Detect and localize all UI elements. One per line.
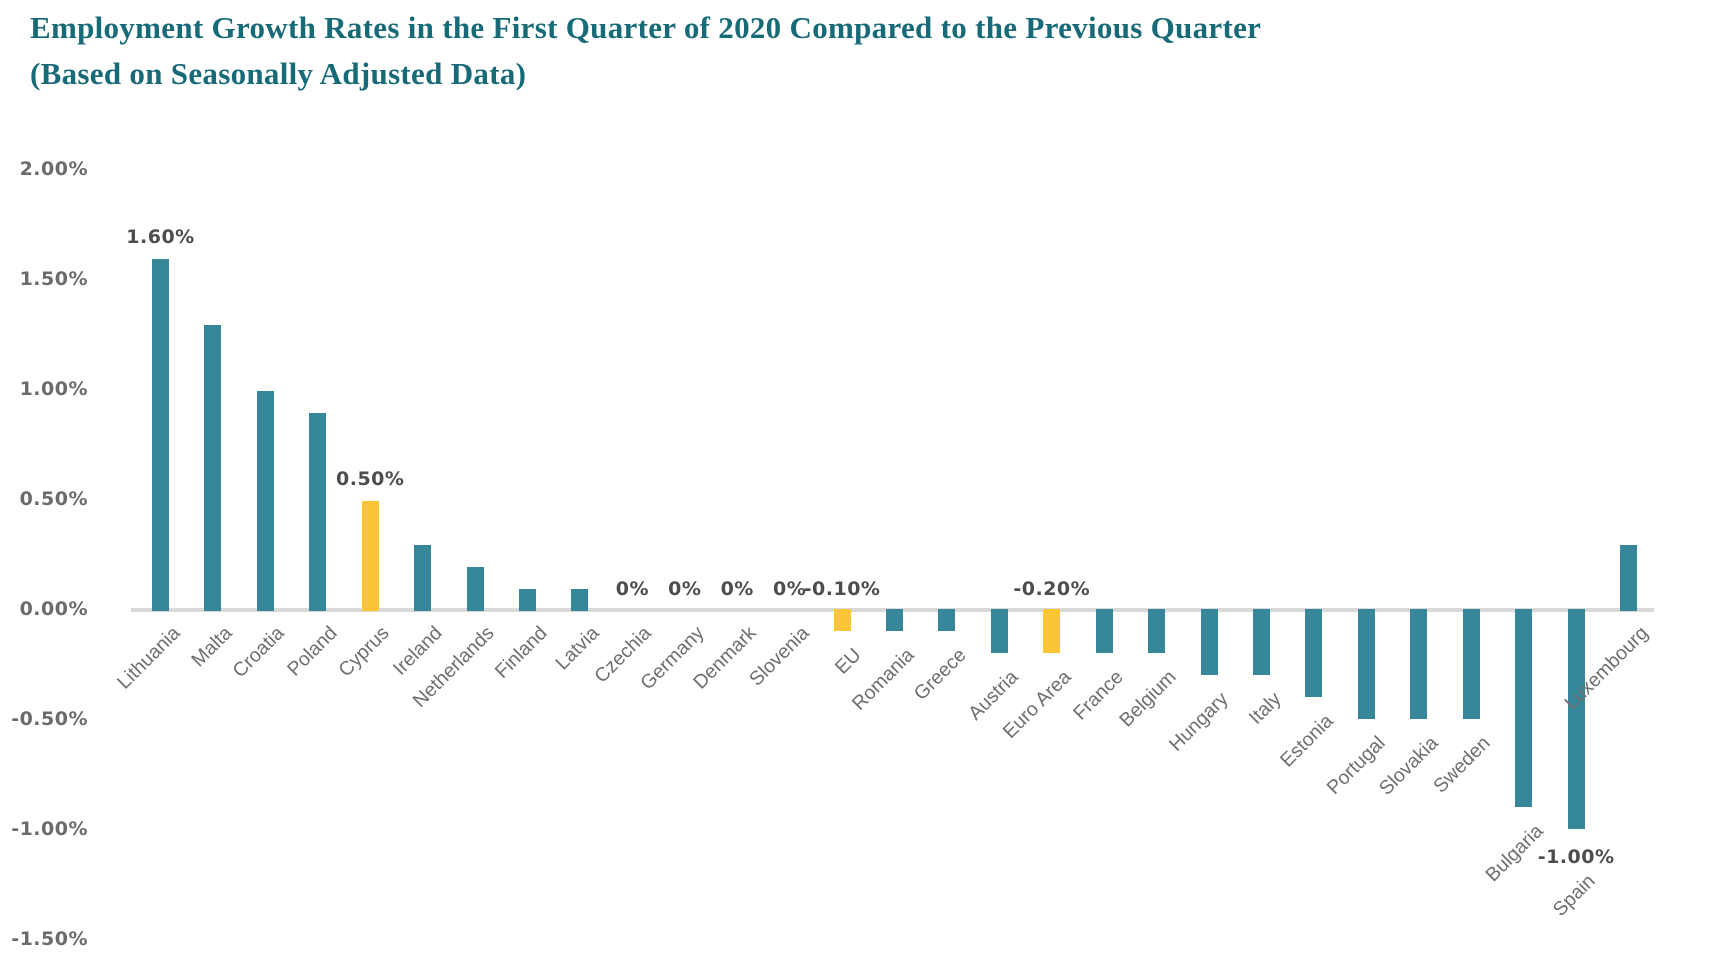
bar-ireland: [414, 545, 432, 611]
bar-malta: [204, 325, 222, 611]
value-label-euro-area: -0.20%: [1013, 578, 1091, 600]
bar-eu: [833, 609, 851, 631]
bar-italy: [1253, 609, 1271, 675]
bar-luxembourg: [1620, 545, 1638, 611]
x-label-romania: Romania: [847, 644, 919, 715]
bar-spain: [1567, 609, 1585, 829]
bar-belgium: [1148, 609, 1166, 653]
y-tick-0.00%: 0.00%: [19, 598, 88, 620]
chart-title-line-1: Employment Growth Rates in the First Qua…: [30, 10, 1262, 45]
y-tick--1.00%: -1.00%: [11, 818, 88, 840]
x-label-slovakia: Slovakia: [1374, 732, 1443, 800]
value-label-lithuania: 1.60%: [126, 226, 195, 248]
bar-bulgaria: [1515, 609, 1533, 807]
value-label-denmark: 0%: [720, 578, 754, 600]
y-tick-2.00%: 2.00%: [19, 158, 88, 180]
x-label-euro-area: Euro Area: [998, 666, 1076, 743]
value-label-spain: -1.00%: [1537, 846, 1615, 868]
chart-title-line-2: (Based on Seasonally Adjusted Data): [30, 56, 527, 91]
y-tick-1.00%: 1.00%: [19, 378, 88, 400]
x-label-france: France: [1069, 666, 1128, 725]
bar-portugal: [1357, 609, 1375, 719]
bar-estonia: [1305, 609, 1323, 697]
y-tick--0.50%: -0.50%: [11, 708, 88, 730]
bar-france: [1095, 609, 1113, 653]
bar-slovakia: [1410, 609, 1428, 719]
value-label-czechia: 0%: [615, 578, 649, 600]
bar-lithuania: [152, 259, 169, 611]
bar-croatia: [256, 391, 274, 611]
bar-finland: [519, 589, 536, 611]
value-label-slovenia: 0%: [773, 578, 807, 600]
bar-greece: [938, 609, 956, 631]
value-label-eu: -0.10%: [803, 578, 881, 600]
bar-cyprus: [361, 501, 379, 611]
y-tick-1.50%: 1.50%: [19, 268, 88, 290]
bar-hungary: [1200, 609, 1218, 675]
value-label-cyprus: 0.50%: [336, 468, 405, 490]
bar-latvia: [571, 589, 589, 611]
value-label-germany: 0%: [668, 578, 702, 600]
bar-poland: [309, 413, 327, 611]
bar-romania: [886, 609, 904, 631]
bar-sweden: [1462, 609, 1480, 719]
bar-euro-area: [1043, 609, 1061, 653]
y-tick-0.50%: 0.50%: [19, 488, 88, 510]
y-tick--1.50%: -1.50%: [11, 928, 88, 950]
bar-netherlands: [466, 567, 484, 611]
bar-austria: [990, 609, 1008, 653]
